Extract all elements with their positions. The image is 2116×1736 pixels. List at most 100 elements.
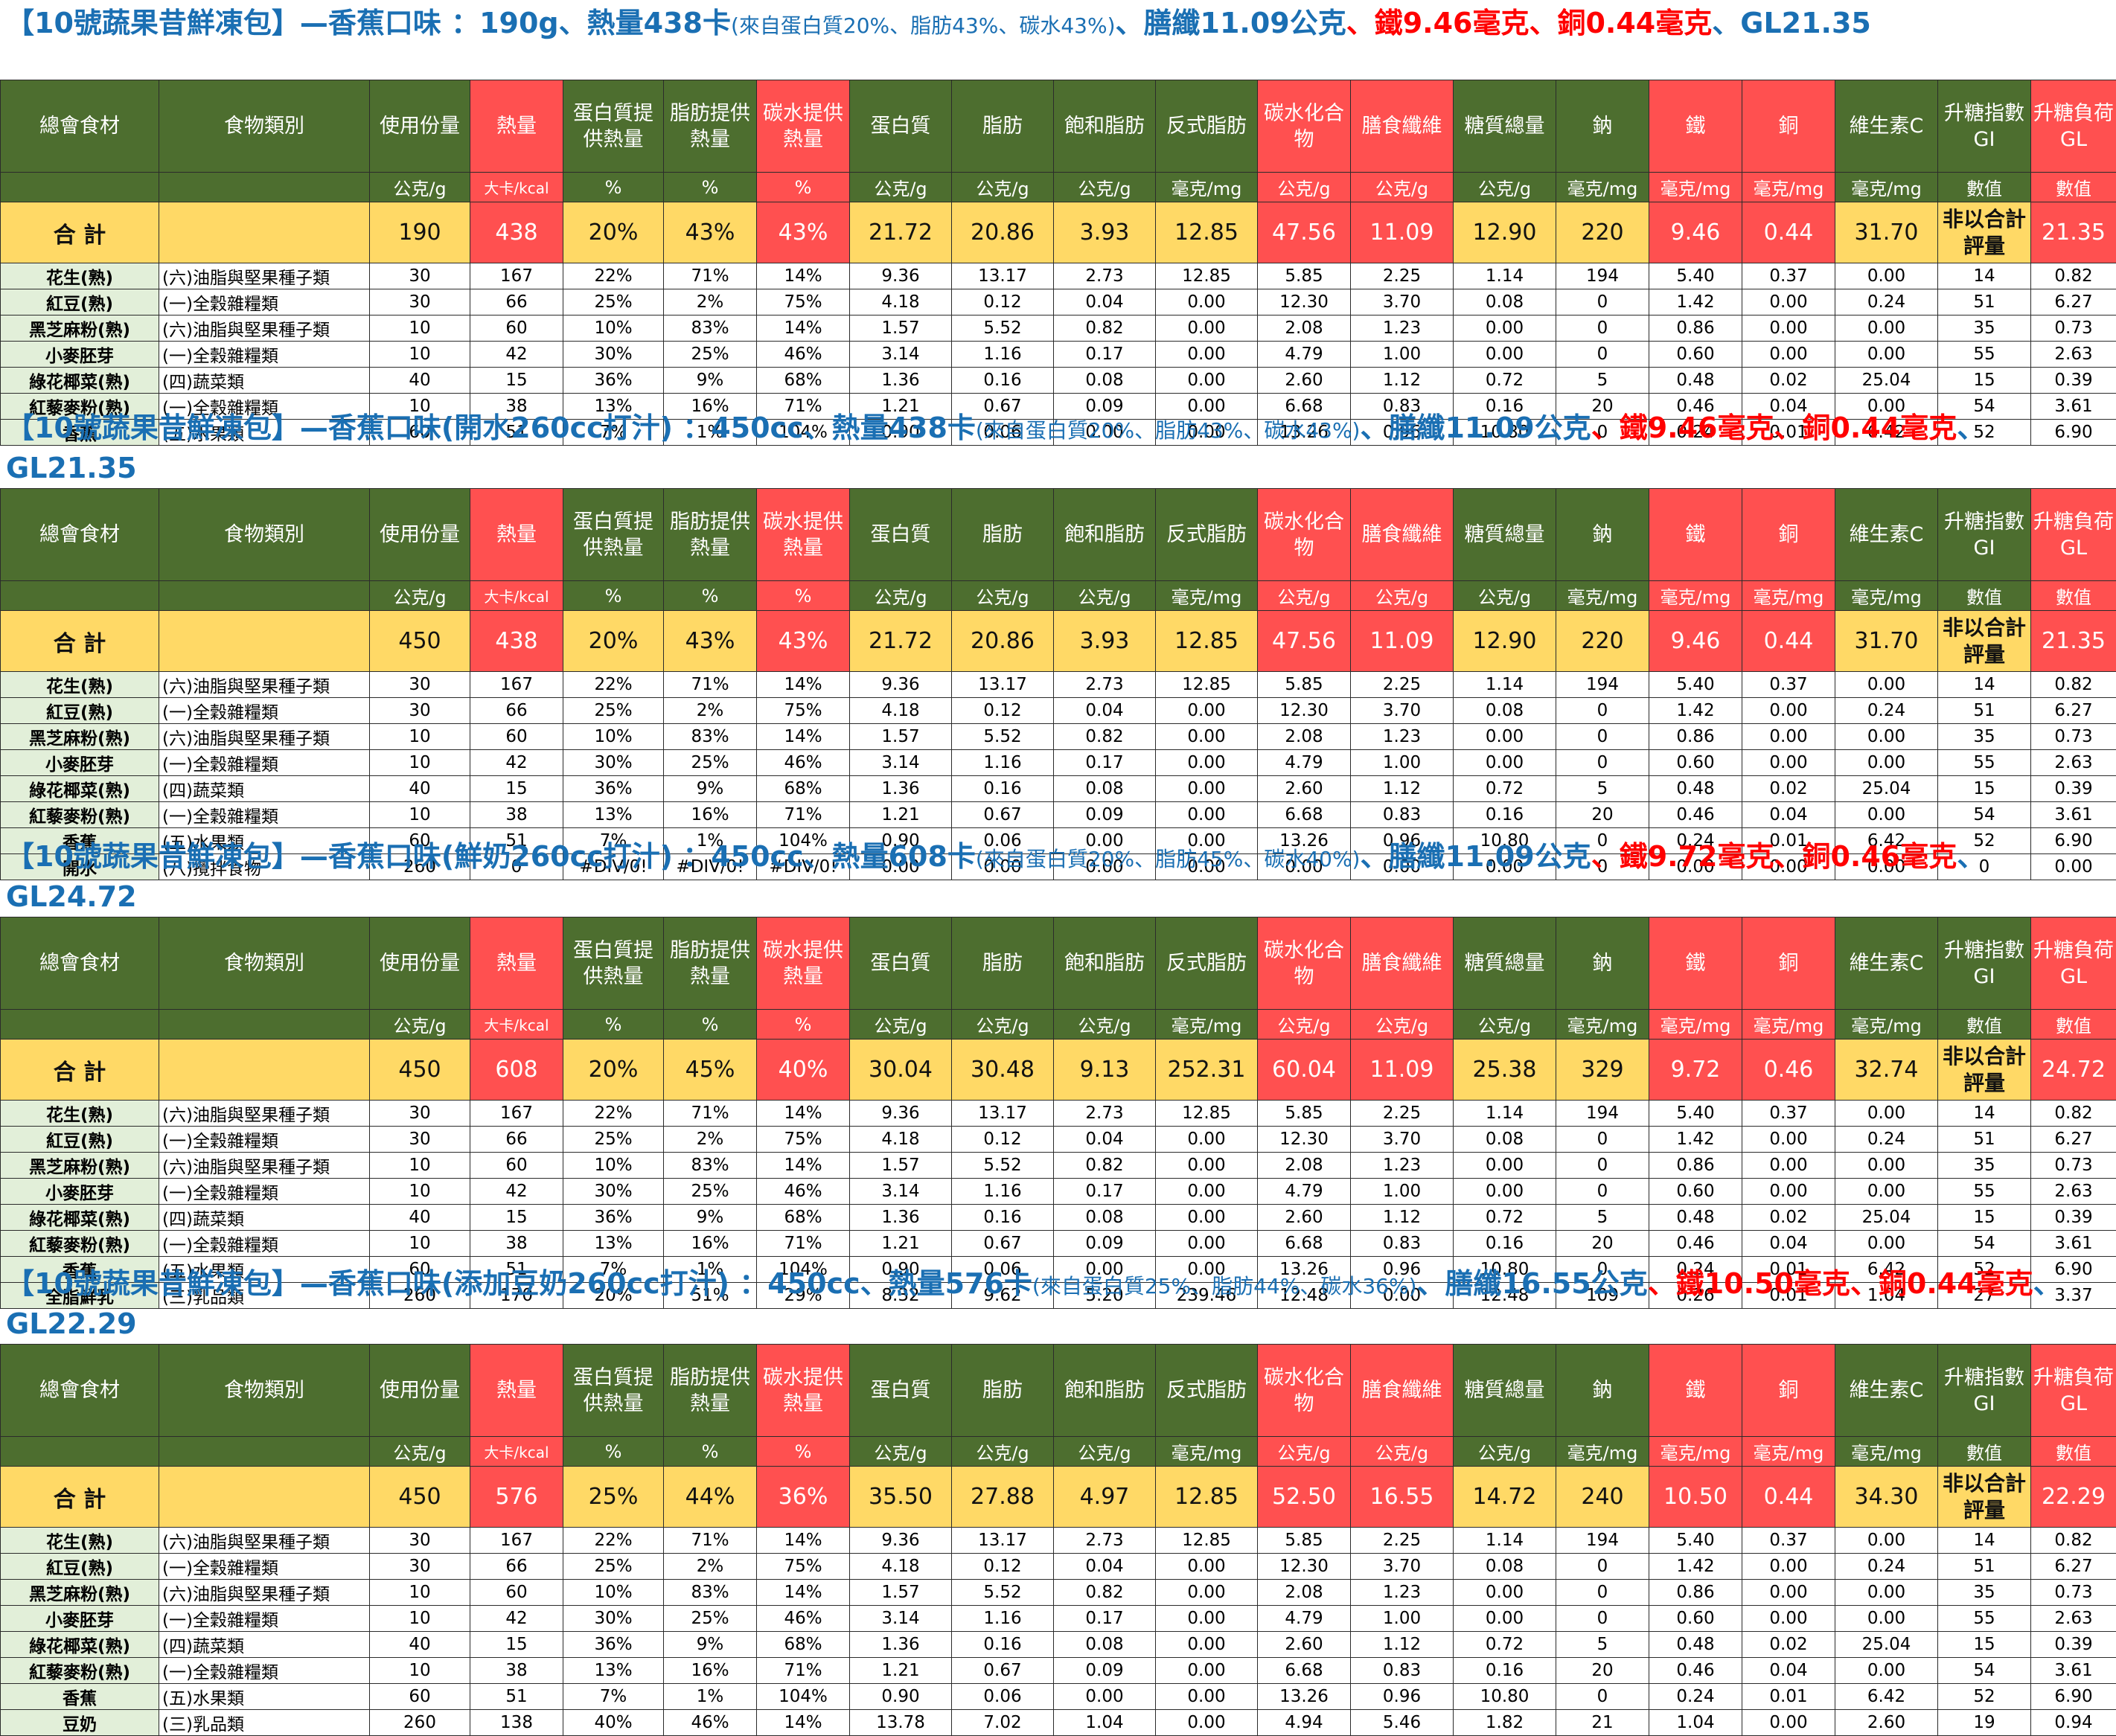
nutrient-value: 0.09 (1054, 1658, 1156, 1684)
column-header: 糖質總量 (1454, 80, 1556, 173)
nutrient-value: 46% (757, 750, 850, 776)
unit-cell: 公克/g (850, 173, 952, 202)
column-header: 升糖負荷GL (2031, 917, 2116, 1010)
nutrient-value: 0.16 (1454, 1231, 1556, 1257)
nutrient-value: 0.00 (1742, 1127, 1835, 1153)
nutrient-value: 15 (1938, 1632, 2031, 1658)
nutrient-value: 0.00 (1156, 724, 1258, 750)
nutrient-value: 0.00 (1156, 1580, 1258, 1606)
nutrient-value: 0.04 (1742, 1231, 1835, 1257)
nutrient-value: 1.21 (850, 1231, 952, 1257)
column-header: 鈉 (1556, 917, 1649, 1010)
nutrient-value: 0.00 (1156, 1632, 1258, 1658)
nutrient-value: 5.85 (1258, 672, 1351, 698)
nutrient-value: 0.02 (1742, 776, 1835, 802)
nutrient-value: 0.00 (1835, 263, 1938, 289)
total-value: 52.50 (1258, 1467, 1351, 1528)
nutrient-value: 9% (664, 1632, 757, 1658)
nutrient-value: 0.01 (1742, 1684, 1835, 1710)
unit-cell: % (757, 581, 850, 611)
nutrient-value: 0 (1556, 1153, 1649, 1179)
nutrient-value: 0.00 (1156, 368, 1258, 394)
nutrient-value: 0 (1556, 1684, 1649, 1710)
nutrient-value: 0.83 (1351, 1231, 1454, 1257)
unit-cell: % (664, 173, 757, 202)
unit-cell: 公克/g (952, 1437, 1054, 1467)
nutrient-value: 194 (1556, 1101, 1649, 1127)
nutrient-value: 0.00 (1835, 1179, 1938, 1205)
nutrient-value: 1.23 (1351, 1580, 1454, 1606)
total-value: 非以合計評量 (1938, 611, 2031, 672)
nutrition-table: 總會食材食物類別使用份量熱量蛋白質提供熱量脂肪提供熱量碳水提供熱量蛋白質脂肪飽和… (0, 917, 2116, 1309)
nutrient-value: 0.00 (1454, 342, 1556, 368)
column-header: 熱量 (470, 1345, 563, 1437)
nutrient-value: 30% (563, 1606, 664, 1632)
ingredient-name: 紅豆(熟) (1, 1554, 159, 1580)
nutrient-value: 25% (563, 289, 664, 316)
nutrient-value: 7% (563, 1684, 664, 1710)
nutrient-value: 0.16 (1454, 802, 1556, 828)
column-header: 糖質總量 (1454, 917, 1556, 1010)
unit-cell: 公克/g (370, 1437, 470, 1467)
nutrient-value: 0.09 (1054, 1231, 1156, 1257)
nutrient-value: 13.17 (952, 1528, 1054, 1554)
column-header: 碳水提供熱量 (757, 1345, 850, 1437)
nutrient-value: 138 (470, 1710, 563, 1736)
nutrient-value: 66 (470, 1554, 563, 1580)
ingredient-name: 紅豆(熟) (1, 698, 159, 724)
nutrient-value: 1.42 (1649, 1127, 1742, 1153)
nutrient-value: 25% (563, 1127, 664, 1153)
nutrient-value: 0.00 (1156, 698, 1258, 724)
nutrient-value: 13.17 (952, 672, 1054, 698)
unit-cell: 公克/g (952, 173, 1054, 202)
nutrient-value: 9% (664, 368, 757, 394)
nutrient-value: 14% (757, 1153, 850, 1179)
column-header: 脂肪 (952, 489, 1054, 581)
nutrient-value: 75% (757, 1554, 850, 1580)
total-value: 252.31 (1156, 1040, 1258, 1101)
nutrient-value: 5 (1556, 368, 1649, 394)
unit-cell: 大卡/kcal (470, 581, 563, 611)
nutrient-value: 5.46 (1351, 1710, 1454, 1736)
nutrient-value: 0.60 (1649, 750, 1742, 776)
unit-cell: % (563, 1437, 664, 1467)
nutrient-value: 2% (664, 1127, 757, 1153)
nutrient-value: 0.48 (1649, 1632, 1742, 1658)
nutrient-value: 2.63 (2031, 750, 2116, 776)
ingredient-name: 綠花椰菜(熟) (1, 776, 159, 802)
total-category-cell (159, 1467, 370, 1528)
nutrient-value: 0.12 (952, 289, 1054, 316)
total-value: 25% (563, 1467, 664, 1528)
unit-cell: 數值 (2031, 581, 2116, 611)
nutrient-value: 12.30 (1258, 698, 1351, 724)
nutrient-value: 38 (470, 802, 563, 828)
total-value: 9.13 (1054, 1040, 1156, 1101)
nutrient-value: 0.86 (1649, 724, 1742, 750)
nutrient-value: 35 (1938, 316, 2031, 342)
total-value: 30.04 (850, 1040, 952, 1101)
unit-cell: 毫克/mg (1649, 581, 1742, 611)
total-value: 20% (563, 1040, 664, 1101)
column-header: 碳水化合物 (1258, 1345, 1351, 1437)
unit-cell: 公克/g (1054, 1437, 1156, 1467)
nutrient-value: 16% (664, 1658, 757, 1684)
column-header: 糖質總量 (1454, 1345, 1556, 1437)
nutrient-value: 0 (1556, 724, 1649, 750)
nutrient-value: 75% (757, 698, 850, 724)
column-header: 鐵 (1649, 917, 1742, 1010)
column-header: 脂肪提供熱量 (664, 1345, 757, 1437)
nutrition-sheet: 【10號蔬果昔鮮凍包】—香蕉口味 ：190g、熱量438卡(來自蛋白質20%、脂… (0, 0, 2116, 1692)
nutrient-value: 10 (370, 1179, 470, 1205)
nutrient-value: 22% (563, 672, 664, 698)
food-category: (六)油脂與堅果種子類 (159, 1528, 370, 1554)
total-value: 240 (1556, 1467, 1649, 1528)
unit-cell: % (563, 581, 664, 611)
nutrient-value: 60 (370, 1684, 470, 1710)
nutrient-value: 1.42 (1649, 289, 1742, 316)
nutrient-value: 13% (563, 802, 664, 828)
unit-cell: % (664, 581, 757, 611)
total-value: 27.88 (952, 1467, 1054, 1528)
column-header: 總會食材 (1, 80, 159, 173)
unit-cell: 公克/g (1258, 1010, 1351, 1040)
